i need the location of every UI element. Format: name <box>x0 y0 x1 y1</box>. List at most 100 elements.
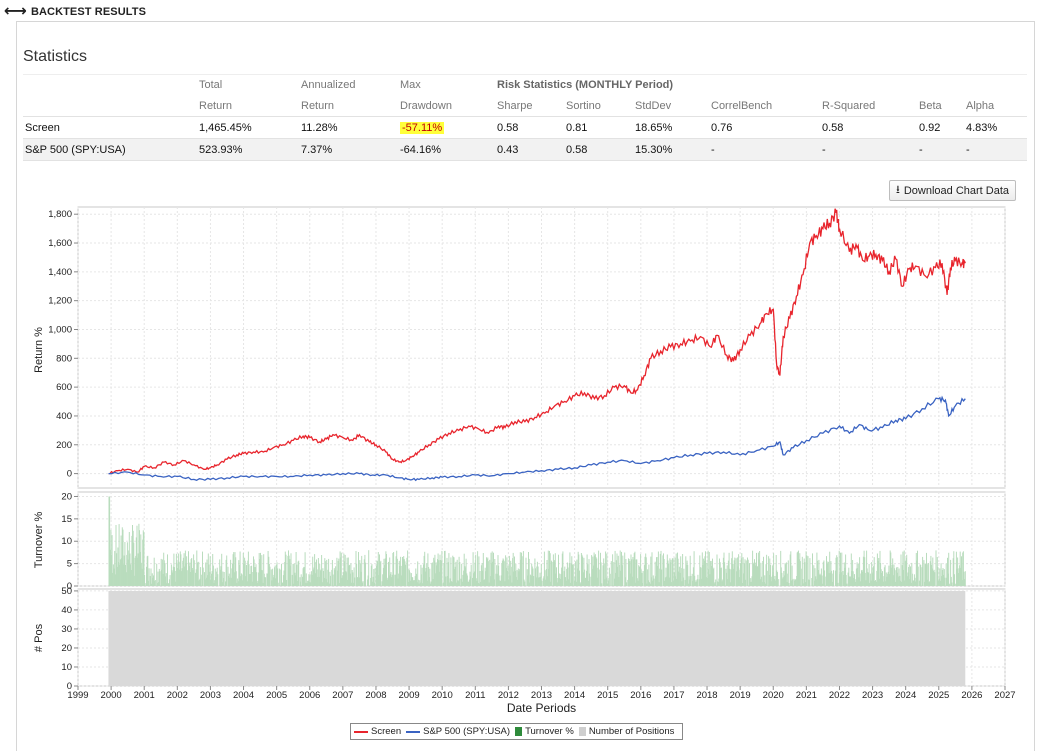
turnover-bar <box>652 580 654 586</box>
turnover-bar <box>503 561 505 586</box>
turnover-bar <box>330 575 331 586</box>
turnover-bar <box>341 577 343 586</box>
turnover-bar <box>890 567 892 586</box>
row-name: Screen <box>25 121 60 134</box>
turnover-bar <box>728 552 730 586</box>
turnover-bar <box>827 563 829 586</box>
turnover-bar <box>331 569 333 586</box>
turnover-bar <box>897 567 899 586</box>
turnover-bar <box>487 561 489 586</box>
turnover-bar <box>839 574 841 586</box>
turnover-bar <box>216 571 218 586</box>
sp500-series-line <box>108 395 966 482</box>
turnover-bar <box>638 566 640 586</box>
turnover-bar <box>188 566 190 586</box>
turnover-bar <box>440 560 442 586</box>
turnover-bar <box>156 563 158 586</box>
turnover-bar <box>619 564 621 586</box>
col-header: Beta <box>917 95 964 117</box>
legend-item-sp500[interactable]: S&P 500 (SPY:USA) <box>406 726 510 737</box>
turnover-bar <box>181 568 183 586</box>
x-tick-label: 2013 <box>531 690 552 701</box>
turnover-bar <box>636 559 638 586</box>
turnover-bar <box>961 556 962 586</box>
turnover-bar <box>190 559 192 586</box>
turnover-bar <box>771 565 773 586</box>
turnover-bar <box>428 567 430 586</box>
turnover-bar <box>384 558 386 586</box>
x-tick-label: 1999 <box>67 690 88 701</box>
turnover-bar <box>152 577 154 586</box>
turnover-bar <box>694 582 696 586</box>
turnover-bar <box>893 564 895 586</box>
turnover-bar <box>490 552 492 586</box>
turnover-bar <box>602 565 604 586</box>
turnover-bar <box>463 570 465 586</box>
turnover-bar <box>877 560 879 586</box>
turnover-bar <box>395 556 397 586</box>
turnover-bar <box>604 579 606 586</box>
x-tick-label: 2026 <box>961 690 982 701</box>
legend-swatch <box>354 730 368 733</box>
turnover-bar <box>843 574 845 586</box>
turnover-bar <box>700 567 702 586</box>
double-arrow-icon[interactable]: ⟷ <box>4 3 27 20</box>
turnover-bar <box>595 557 597 586</box>
turnover-bar <box>782 578 784 586</box>
turnover-bar <box>905 558 907 586</box>
turnover-bar <box>863 550 865 586</box>
cell-alpha: 4.83% <box>966 121 998 134</box>
turnover-bar <box>391 577 393 586</box>
turnover-bar <box>474 562 476 586</box>
legend-item-screen[interactable]: Screen <box>354 726 401 737</box>
turnover-bar <box>930 555 932 586</box>
turnover-bar <box>654 561 656 586</box>
turnover-bar <box>313 567 315 586</box>
turnover-bar <box>130 564 132 586</box>
page-title: BACKTEST RESULTS <box>30 6 147 18</box>
turnover-bar <box>944 577 946 586</box>
turnover-bar <box>121 527 123 586</box>
turnover-bar <box>324 561 326 586</box>
turnover-bar <box>544 570 546 586</box>
turnover-bar <box>588 559 590 586</box>
turnover-bar <box>487 557 489 586</box>
turnover-bar <box>956 568 958 586</box>
turnover-bar <box>175 581 177 586</box>
turnover-bar <box>667 560 669 586</box>
turnover-bar <box>950 559 952 586</box>
legend-item-positions[interactable]: Number of Positions <box>578 726 674 737</box>
turnover-bar <box>752 562 754 586</box>
turnover-bar <box>951 582 953 586</box>
turnover-bar <box>495 573 497 586</box>
turnover-bar <box>510 566 512 586</box>
turnover-bar <box>687 583 689 586</box>
turnover-bar <box>706 578 708 586</box>
turnover-bar <box>629 573 631 586</box>
turnover-bar <box>204 572 205 586</box>
turnover-bar <box>910 582 912 586</box>
turnover-bar <box>140 534 142 586</box>
turnover-bar <box>952 558 954 586</box>
turnover-bar <box>891 564 893 586</box>
turnover-bar <box>518 571 520 586</box>
turnover-bar <box>374 568 376 586</box>
turnover-bar <box>751 576 753 586</box>
turnover-bar <box>710 560 712 586</box>
turnover-bar <box>761 582 763 586</box>
turnover-bar <box>293 563 295 586</box>
turnover-bar <box>884 565 886 586</box>
legend-label: S&P 500 (SPY:USA) <box>423 726 511 737</box>
turnover-bar <box>327 569 329 586</box>
legend-item-turnover[interactable]: Turnover % <box>515 726 574 737</box>
turnover-bar <box>108 496 110 586</box>
turnover-bar <box>567 567 569 586</box>
turnover-bar <box>799 561 801 586</box>
turnover-bar <box>167 583 169 586</box>
turnover-bar <box>235 557 237 586</box>
turnover-bar <box>337 570 338 586</box>
download-chart-data-button[interactable]: ⭳ Download Chart Data <box>889 180 1016 201</box>
turnover-bar <box>786 582 788 586</box>
turnover-bar <box>284 551 286 586</box>
turnover-bar <box>586 554 588 586</box>
